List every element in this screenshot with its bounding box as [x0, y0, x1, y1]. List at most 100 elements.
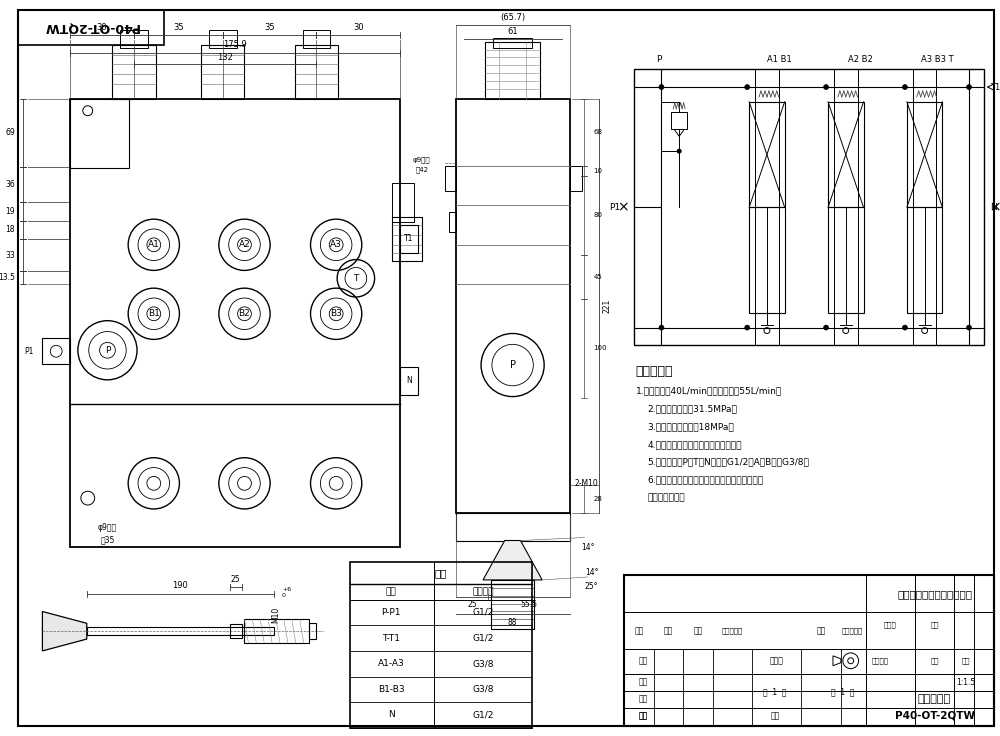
Text: 版本号: 版本号: [884, 621, 897, 628]
Text: G3/8: G3/8: [472, 685, 494, 694]
Text: 批准: 批准: [770, 712, 779, 721]
Text: 螺纹规格: 螺纹规格: [472, 587, 494, 596]
Polygon shape: [483, 540, 542, 580]
Text: 88: 88: [508, 618, 517, 627]
Text: 设计: 设计: [639, 657, 648, 665]
Bar: [624, 575, 994, 726]
Text: 标记: 标记: [634, 626, 643, 636]
Text: T-T1: T-T1: [382, 634, 400, 643]
Text: 接口: 接口: [386, 587, 397, 596]
Text: P1: P1: [24, 347, 34, 355]
Bar: [449, 212, 456, 232]
Text: 18: 18: [5, 225, 15, 235]
Circle shape: [902, 325, 907, 330]
Bar: [392, 183, 414, 222]
Text: 2-M10: 2-M10: [575, 479, 598, 488]
Text: B1-B3: B1-B3: [378, 685, 405, 694]
Bar: [907, 208, 942, 313]
Bar: [491, 580, 534, 629]
Text: T: T: [353, 274, 359, 283]
Text: G1/2: G1/2: [472, 634, 494, 643]
Bar: [87, 627, 274, 635]
Text: 山东奥骊液压科技有限公司: 山东奥骊液压科技有限公司: [897, 589, 972, 598]
Circle shape: [824, 325, 829, 330]
Text: 0: 0: [282, 593, 286, 598]
Circle shape: [745, 85, 750, 90]
Text: 19: 19: [5, 208, 15, 216]
Text: 审核: 审核: [639, 695, 648, 704]
Text: T1: T1: [404, 234, 414, 244]
Text: 28: 28: [593, 496, 602, 502]
Text: 签名: 签名: [817, 626, 826, 636]
Text: 阶段标记: 阶段标记: [872, 657, 889, 664]
Text: 221: 221: [603, 299, 612, 313]
Text: ×: ×: [617, 200, 629, 214]
Text: 10: 10: [593, 168, 602, 174]
Bar: [400, 225, 418, 252]
Text: 35: 35: [264, 24, 275, 32]
Text: T1: T1: [990, 82, 1000, 91]
Text: 分区: 分区: [693, 626, 703, 636]
Bar: [634, 69, 984, 345]
Text: (65.7): (65.7): [500, 13, 525, 21]
Text: N: N: [388, 710, 395, 720]
Text: 后盖为铝本色。: 后盖为铝本色。: [648, 493, 685, 502]
Text: 30: 30: [353, 24, 364, 32]
Text: P40-OT-2QTW: P40-OT-2QTW: [43, 21, 139, 33]
Circle shape: [967, 325, 971, 330]
Bar: [350, 562, 532, 728]
Circle shape: [677, 149, 681, 153]
Text: 55.5: 55.5: [520, 600, 537, 609]
Bar: [392, 217, 422, 261]
Text: 5.油口尺寸：P、T、N口均为G1/2；A、B口为G3/8；: 5.油口尺寸：P、T、N口均为G1/2；A、B口为G3/8；: [648, 458, 810, 467]
Circle shape: [659, 85, 664, 90]
Text: 2.最大工作压力：31.5MPa；: 2.最大工作压力：31.5MPa；: [648, 405, 738, 414]
Bar: [400, 367, 418, 394]
Text: 33: 33: [5, 251, 15, 260]
Text: P: P: [656, 55, 661, 64]
Text: P-P1: P-P1: [382, 608, 401, 617]
Text: 类型: 类型: [930, 621, 939, 628]
Bar: [42, 339, 70, 364]
Bar: [828, 102, 864, 208]
Bar: [570, 166, 582, 191]
Text: 14°: 14°: [585, 567, 598, 576]
Text: 3.安全阀调定压力：18MPa；: 3.安全阀调定压力：18MPa；: [648, 422, 734, 431]
Bar: [230, 624, 242, 638]
Text: 30: 30: [97, 24, 107, 32]
Text: N: N: [406, 376, 412, 386]
Bar: [18, 10, 164, 45]
Bar: [112, 45, 156, 99]
Bar: [120, 30, 148, 48]
Text: 61: 61: [507, 27, 518, 36]
Bar: [749, 102, 785, 208]
Bar: [671, 112, 687, 130]
Text: A2 B2: A2 B2: [848, 55, 873, 64]
Bar: [485, 42, 540, 99]
Text: 4.各运动部分必须灵活，无卡滯现象；: 4.各运动部分必须灵活，无卡滯现象；: [648, 440, 742, 449]
Text: G3/8: G3/8: [472, 659, 494, 668]
Circle shape: [745, 325, 750, 330]
Text: 技术要求：: 技术要求：: [636, 365, 673, 378]
Text: B2: B2: [239, 309, 250, 318]
Bar: [456, 513, 570, 540]
Polygon shape: [42, 612, 87, 651]
Text: 6.阀体表面喖射处理，安全阀及螺塑镜锼，支架: 6.阀体表面喖射处理，安全阀及螺塑镜锼，支架: [648, 475, 764, 484]
Text: 14°: 14°: [581, 543, 594, 552]
Text: 工艺: 工艺: [639, 712, 648, 721]
Text: A1-A3: A1-A3: [378, 659, 405, 668]
Text: A3: A3: [330, 240, 342, 250]
Bar: [303, 30, 330, 48]
Text: P: P: [510, 360, 516, 370]
Text: 175.9: 175.9: [223, 40, 247, 49]
Bar: [209, 30, 237, 48]
Text: 80: 80: [593, 212, 602, 218]
Text: 1.额定流量：40L/min，最大流量：55L/min；: 1.额定流量：40L/min，最大流量：55L/min；: [636, 386, 782, 396]
Text: P1: P1: [609, 203, 620, 212]
Text: 1:1.5: 1:1.5: [956, 678, 976, 687]
Text: A3 B3 T: A3 B3 T: [921, 55, 954, 64]
Text: 25: 25: [231, 576, 240, 584]
Text: φ9通孔: φ9通孔: [98, 523, 117, 532]
Text: 13.5: 13.5: [0, 273, 15, 283]
Text: A1: A1: [148, 240, 160, 250]
